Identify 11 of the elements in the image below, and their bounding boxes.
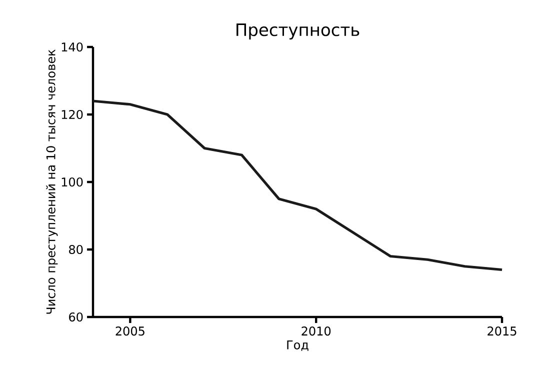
x-tick-label: 2010 — [302, 326, 331, 336]
y-axis-title: Число преступлений на 10 тысяч человек — [46, 50, 58, 314]
y-tick-label: 100 — [62, 177, 83, 187]
y-tick-label: 80 — [69, 244, 83, 254]
y-tick-label: 140 — [62, 42, 83, 52]
y-tick-label: 120 — [62, 110, 83, 120]
chart-title: Преступность — [236, 24, 360, 40]
x-tick-label: 2015 — [488, 326, 516, 336]
x-axis-title: Год — [287, 340, 308, 351]
x-tick-label: 2005 — [116, 326, 144, 336]
y-tick-label: 60 — [69, 312, 83, 322]
